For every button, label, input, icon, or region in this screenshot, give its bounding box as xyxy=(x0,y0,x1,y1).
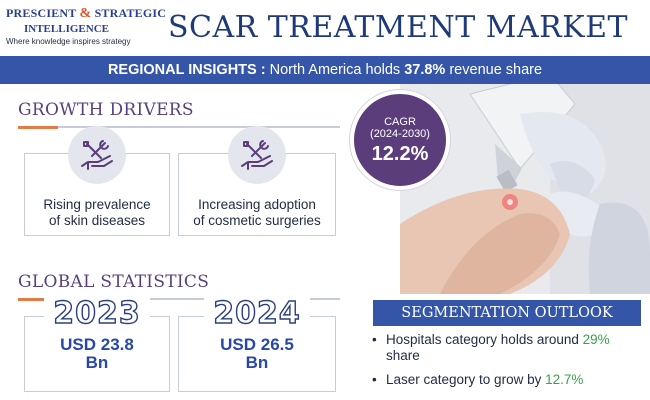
stat-value-unit: Bn xyxy=(245,353,269,372)
global-statistics-heading: GLOBAL STATISTICS xyxy=(18,272,210,292)
stat-value-unit: Bn xyxy=(85,353,109,372)
growth-driver-line: Rising prevalence xyxy=(43,197,151,212)
stat-value-amount: USD 26.5 xyxy=(220,335,294,354)
regional-insights-text: North America holds xyxy=(265,62,405,78)
global-statistics-underline-accent xyxy=(18,298,58,301)
logo-text-intelligence: INTELLIGENCE xyxy=(24,23,109,35)
segmentation-list: • Hospitals category holds around 29% sh… xyxy=(372,332,646,396)
logo-ampersand: & xyxy=(79,6,92,21)
stat-value-amount: USD 23.8 xyxy=(60,335,134,354)
company-logo: PRESCIENT & STRATEGIC INTELLIGENCE Where… xyxy=(6,6,166,50)
logo-text-prescient: PRESCIENT xyxy=(6,6,77,20)
growth-driver-text: Rising prevalence of skin diseases xyxy=(25,197,169,229)
regional-insights-label: REGIONAL INSIGHTS : xyxy=(107,62,266,78)
cagr-value: 12.2% xyxy=(371,143,429,165)
bullet-icon: • xyxy=(372,372,377,387)
segmentation-item-highlight: 12.7% xyxy=(545,372,584,387)
regional-insights-text-end: revenue share xyxy=(445,62,543,78)
segmentation-item-highlight: 29% xyxy=(582,332,610,347)
segmentation-item-text-end: share xyxy=(386,348,420,363)
segmentation-item: • Laser category to grow by 12.7% xyxy=(372,372,646,388)
stat-year: 2023 xyxy=(44,295,150,332)
growth-driver-line: Increasing adoption xyxy=(198,197,316,212)
laser-treatment-photo xyxy=(400,84,650,294)
growth-driver-line: of cosmetic surgeries xyxy=(193,213,321,228)
segmentation-item-text: Hospitals category holds around xyxy=(386,332,583,347)
tools-hand-icon xyxy=(68,126,126,184)
logo-text-strategic: STRATEGIC xyxy=(94,6,167,20)
tools-hand-icon xyxy=(228,126,286,184)
cagr-label: CAGR xyxy=(384,116,416,128)
growth-drivers-underline-accent xyxy=(18,126,58,129)
growth-driver-line: of skin diseases xyxy=(48,213,146,228)
cagr-badge: CAGR (2024-2030) 12.2% xyxy=(350,90,450,190)
growth-driver-card: Rising prevalence of skin diseases xyxy=(24,153,170,236)
stat-value: USD 26.5 Bn xyxy=(178,336,336,372)
bullet-icon: • xyxy=(372,332,377,347)
regional-insights-share: 37.8% xyxy=(404,62,446,78)
growth-drivers-underline xyxy=(58,126,340,128)
logo-tagline: Where knowledge inspires strategy xyxy=(6,37,131,46)
stat-value: USD 23.8 Bn xyxy=(24,336,170,372)
logo-wordmark: PRESCIENT & STRATEGIC xyxy=(6,6,166,22)
growth-drivers-heading: GROWTH DRIVERS xyxy=(18,100,194,120)
segmentation-item-text: Laser category to grow by xyxy=(386,372,546,387)
cagr-period: (2024-2030) xyxy=(370,128,430,140)
growth-driver-text: Increasing adoption of cosmetic surgerie… xyxy=(179,197,335,229)
page-title: SCAR TREATMENT MARKET xyxy=(168,10,629,45)
regional-insights-banner: REGIONAL INSIGHTS : North America holds … xyxy=(0,56,650,84)
segmentation-item: • Hospitals category holds around 29% sh… xyxy=(372,332,646,364)
global-statistics-underline xyxy=(58,298,340,300)
stat-year: 2024 xyxy=(204,295,310,332)
segmentation-outlook-heading: SEGMENTATION OUTLOOK xyxy=(373,300,641,326)
